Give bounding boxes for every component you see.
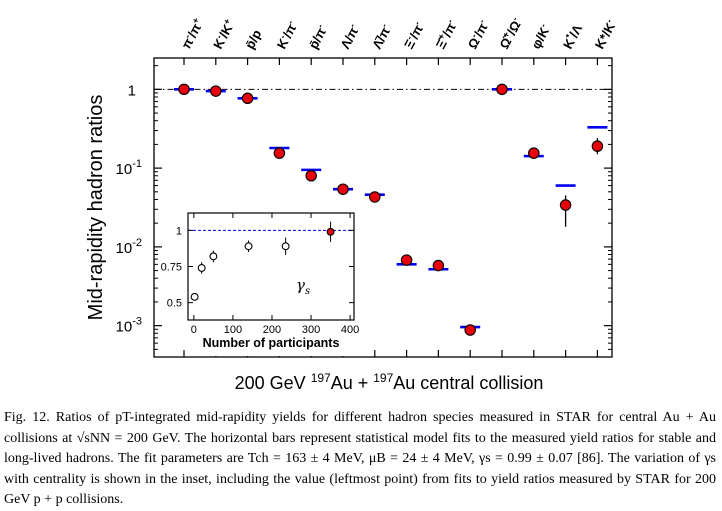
data-point [369, 191, 381, 203]
y-tick-base: 10 [116, 161, 133, 178]
category-label-part: - [347, 22, 357, 29]
category-label-part: + [221, 17, 232, 26]
category-label-part: /π [309, 25, 329, 44]
category-label: Ω̄+/Ω- [496, 15, 526, 51]
data-point [337, 183, 349, 195]
inset-x-tick-label: 200 [263, 324, 281, 336]
inset-gamma-subscript: s [305, 286, 310, 297]
x-axis-title-part: 200 GeV [235, 373, 311, 393]
inset-data-point [197, 263, 206, 272]
category-label-part: - [277, 33, 287, 40]
inset-y-tick-label: 1 [176, 225, 182, 237]
category-label: Λ̄/π- [368, 22, 394, 52]
inset-gamma-symbol: γ [296, 276, 305, 294]
category-label: Λ/π- [337, 22, 363, 52]
caption-text: Fig. 12. Ratios of pT-integrated mid-rap… [4, 410, 716, 507]
inset-y-tick-label: 0.75 [161, 262, 182, 274]
category-label-part: - [285, 18, 295, 25]
x-axis-title-part: 197 [373, 371, 393, 385]
inset-y-tick-label: 0.5 [167, 298, 182, 310]
plot-frame [153, 57, 613, 358]
category-label: K-/π- [273, 18, 301, 51]
data-point [432, 259, 445, 272]
category-label-part: + [190, 16, 201, 25]
figure-caption: Fig. 12. Ratios of pT-integrated mid-rap… [4, 408, 716, 511]
category-label-part: - [182, 32, 192, 39]
category-label-part: /Ω [504, 18, 524, 37]
data-point [305, 169, 317, 182]
category-label: Ξ-/π- [400, 19, 427, 51]
category-label-part: - [509, 15, 519, 22]
y-tick-exponent: -2 [132, 237, 142, 249]
category-label-part: /π [471, 20, 491, 39]
data-point [210, 85, 222, 97]
category-label: K-/K+ [209, 17, 238, 52]
y-tick-label: 10-3 [116, 316, 142, 336]
x-axis-title: 200 GeV 197Au + 197Au central collision [235, 371, 544, 393]
data-point [241, 92, 254, 105]
category-label-part: - [315, 22, 325, 29]
inset-data-point [190, 292, 199, 301]
data-point [528, 147, 540, 159]
x-axis-title-part: Au + [331, 373, 374, 393]
category-label-part: + [500, 30, 511, 39]
category-label-part: - [445, 17, 455, 24]
category-label-part: - [469, 32, 479, 39]
inset-x-axis-title: Number of participants [203, 336, 340, 350]
data-point [178, 83, 190, 96]
category-label: Ξ̄+/π- [432, 17, 460, 51]
category-label-part: - [476, 17, 486, 24]
category-label-part: + [436, 32, 447, 41]
category-label-part: /π [373, 25, 393, 44]
inset-data-point [244, 242, 253, 251]
inset-gamma-label: γs [296, 276, 310, 297]
y-tick-label: 10-1 [116, 158, 142, 178]
y-tick-exponent: -3 [132, 316, 142, 328]
category-label-part: - [412, 19, 422, 26]
category-label-part: - [538, 22, 548, 29]
inset-data-point [209, 252, 218, 261]
data-point [559, 199, 572, 211]
y-tick-base: 10 [116, 319, 133, 336]
category-label-part: /π [280, 21, 300, 40]
category-label-part: * [564, 32, 575, 40]
category-label-part: /π [184, 21, 204, 40]
x-axis-title-part: 197 [311, 371, 331, 385]
data-point [400, 254, 413, 266]
inset-x-tick-label: 0 [191, 324, 197, 336]
y-tick-base: 1 [128, 82, 136, 99]
category-label-part: /π [406, 22, 426, 41]
category-label-part: /π [439, 20, 459, 39]
category-label-part: - [379, 22, 389, 29]
inset-data-point [326, 227, 335, 236]
data-point [496, 83, 508, 96]
category-label: K*/K- [591, 17, 619, 51]
category-label: Ω-/π- [464, 17, 492, 51]
inset-data-point [281, 242, 290, 251]
category-label-part: - [404, 34, 414, 41]
y-tick-label: 10-2 [116, 237, 142, 257]
data-point [273, 147, 286, 159]
chart-figure: 110-110-210-3π-/π+K-/K+p̄/p K-/π-p̄/π-Λ/π… [85, 15, 619, 393]
y-tick-exponent: -1 [132, 158, 142, 170]
category-label-part: /π [341, 25, 361, 44]
inset-x-tick-label: 100 [224, 324, 242, 336]
category-label: p̄/p [242, 27, 264, 51]
category-label: φ/K- [527, 22, 553, 52]
y-tick-base: 10 [116, 240, 133, 257]
category-label-part: - [604, 17, 614, 24]
y-tick-label: 1 [128, 82, 136, 99]
data-point [464, 324, 476, 336]
category-label: π-/π+ [178, 16, 207, 52]
y-axis-title: Mid-rapidity hadron ratios [85, 95, 107, 321]
x-axis-title-part: Au central collision [393, 373, 543, 393]
data-point [591, 140, 604, 152]
category-label: K*/Λ [559, 21, 585, 51]
inset-x-tick-label: 400 [341, 324, 359, 336]
category-label-part: - [214, 33, 224, 40]
category-label: p̄/π- [305, 22, 331, 51]
inset-x-tick-label: 300 [302, 324, 320, 336]
main-plot: 110-110-210-3π-/π+K-/K+p̄/p K-/π-p̄/π-Λ/π… [85, 15, 619, 393]
